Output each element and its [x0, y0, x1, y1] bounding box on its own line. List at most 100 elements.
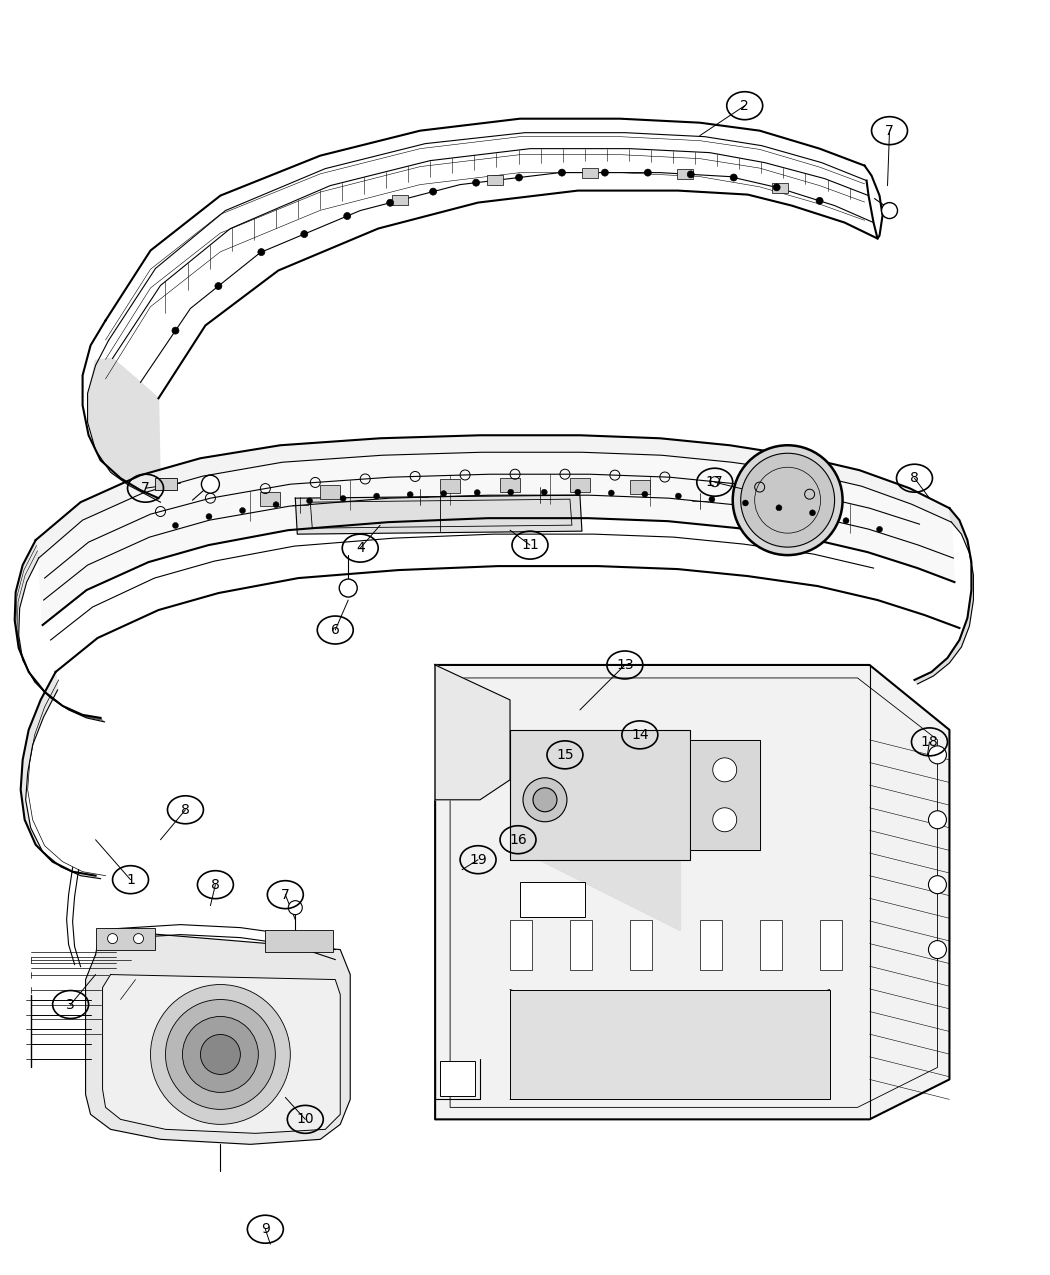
Polygon shape [88, 358, 161, 500]
Circle shape [340, 496, 346, 501]
Text: 17: 17 [706, 476, 723, 490]
Bar [677, 170, 693, 179]
Circle shape [645, 170, 651, 176]
Text: 8: 8 [211, 877, 219, 891]
Polygon shape [86, 929, 351, 1145]
Text: 7: 7 [885, 124, 894, 138]
Circle shape [928, 746, 946, 764]
Circle shape [810, 510, 816, 516]
Text: 11: 11 [521, 538, 539, 552]
Bar [440, 479, 460, 493]
Circle shape [441, 491, 446, 496]
Text: 7: 7 [141, 481, 150, 495]
Bar [582, 167, 597, 177]
Circle shape [407, 492, 413, 497]
Bar [570, 919, 592, 969]
Text: 4: 4 [356, 541, 364, 555]
Circle shape [166, 1000, 275, 1109]
Bar [96, 928, 155, 950]
Circle shape [202, 476, 219, 493]
Text: 6: 6 [331, 623, 340, 638]
Circle shape [773, 184, 780, 191]
Bar [570, 478, 590, 492]
Bar [772, 184, 788, 194]
Circle shape [300, 231, 308, 237]
Circle shape [733, 445, 842, 555]
Polygon shape [103, 974, 340, 1133]
Circle shape [508, 490, 513, 495]
Bar [510, 729, 690, 859]
Bar [520, 882, 585, 917]
Circle shape [516, 173, 523, 181]
Circle shape [307, 497, 313, 504]
Circle shape [339, 579, 357, 597]
Circle shape [206, 514, 212, 519]
Circle shape [928, 941, 946, 959]
Bar [440, 1062, 475, 1096]
Circle shape [472, 180, 480, 186]
Text: 19: 19 [469, 853, 487, 867]
Circle shape [816, 198, 823, 204]
Circle shape [559, 170, 566, 176]
Circle shape [740, 453, 835, 547]
Circle shape [608, 490, 614, 496]
Circle shape [928, 876, 946, 894]
Text: 8: 8 [181, 803, 190, 817]
Polygon shape [690, 740, 760, 849]
Circle shape [273, 501, 279, 507]
Circle shape [374, 493, 380, 499]
Text: 3: 3 [66, 997, 75, 1011]
Bar [510, 989, 830, 1099]
Text: 10: 10 [296, 1112, 314, 1126]
Circle shape [713, 808, 737, 831]
Polygon shape [435, 666, 949, 1119]
Circle shape [675, 493, 681, 499]
Text: 8: 8 [910, 472, 919, 486]
Bar [820, 919, 842, 969]
Bar [510, 919, 532, 969]
Circle shape [843, 518, 849, 524]
Text: 15: 15 [556, 748, 573, 762]
Polygon shape [39, 453, 954, 625]
Polygon shape [435, 666, 510, 799]
Bar [699, 919, 721, 969]
Bar [393, 195, 408, 205]
Text: 7: 7 [281, 887, 290, 901]
Bar [320, 486, 340, 500]
Circle shape [574, 490, 581, 495]
Circle shape [742, 500, 749, 506]
Circle shape [343, 213, 351, 219]
Bar [630, 919, 652, 969]
Circle shape [133, 933, 144, 944]
Circle shape [642, 491, 648, 497]
Bar [500, 478, 520, 492]
Circle shape [533, 788, 556, 812]
Circle shape [877, 527, 883, 533]
Circle shape [429, 189, 437, 195]
Circle shape [201, 1034, 240, 1075]
Circle shape [183, 1016, 258, 1093]
Circle shape [475, 490, 480, 496]
Bar [260, 492, 280, 506]
Circle shape [239, 507, 246, 514]
Circle shape [386, 199, 394, 207]
Bar [266, 929, 333, 951]
Polygon shape [540, 859, 679, 929]
Bar [155, 478, 177, 490]
Circle shape [215, 283, 222, 289]
Text: 14: 14 [631, 728, 649, 742]
Polygon shape [21, 672, 101, 878]
Bar [487, 176, 503, 185]
Circle shape [730, 173, 737, 181]
Text: 13: 13 [616, 658, 634, 672]
Circle shape [172, 328, 179, 334]
Circle shape [882, 203, 898, 218]
Circle shape [172, 523, 179, 528]
Circle shape [150, 984, 290, 1125]
Text: 1: 1 [126, 872, 135, 886]
Circle shape [688, 171, 694, 179]
Bar [760, 919, 781, 969]
Circle shape [709, 496, 715, 502]
Text: 2: 2 [740, 98, 749, 112]
Circle shape [523, 778, 567, 822]
